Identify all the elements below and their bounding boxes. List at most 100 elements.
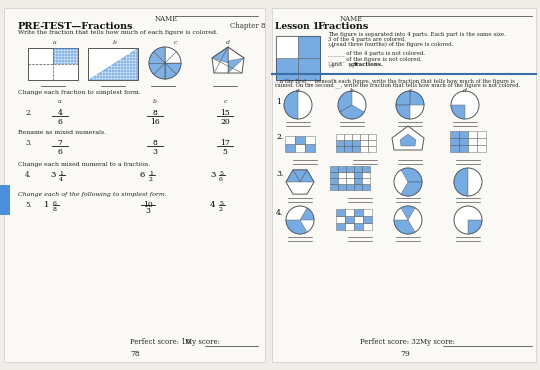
- Text: a: a: [58, 99, 62, 104]
- Bar: [0, 185, 10, 215]
- Text: a: a: [296, 88, 300, 93]
- Bar: [354, 178, 362, 184]
- Bar: [28, 48, 78, 80]
- Bar: [285, 144, 295, 152]
- Wedge shape: [286, 220, 307, 234]
- Bar: [346, 184, 354, 190]
- Text: d: d: [463, 88, 467, 93]
- Bar: [336, 146, 344, 152]
- Wedge shape: [340, 105, 364, 119]
- Text: 2: 2: [149, 177, 153, 182]
- Text: Change each mixed numeral to a fraction.: Change each mixed numeral to a fraction.: [18, 162, 150, 167]
- Text: 7: 7: [58, 139, 63, 147]
- Wedge shape: [396, 91, 410, 105]
- Text: 6: 6: [58, 148, 63, 156]
- Text: 6: 6: [140, 171, 145, 179]
- Wedge shape: [338, 91, 352, 112]
- Text: 4: 4: [58, 109, 63, 117]
- Text: My score:: My score:: [185, 338, 220, 346]
- Polygon shape: [286, 170, 300, 182]
- Text: 3.: 3.: [25, 139, 32, 147]
- Wedge shape: [165, 63, 181, 79]
- Polygon shape: [88, 48, 138, 80]
- Text: 5.: 5.: [25, 201, 32, 209]
- Text: 16: 16: [150, 118, 160, 126]
- Text: 10: 10: [143, 201, 153, 209]
- Bar: [450, 131, 459, 138]
- Text: Change each fraction to simplest form.: Change each fraction to simplest form.: [18, 90, 141, 95]
- Text: 17: 17: [220, 139, 230, 147]
- Wedge shape: [300, 208, 314, 220]
- Text: My score:: My score:: [420, 338, 455, 346]
- Bar: [336, 216, 345, 223]
- Bar: [468, 131, 477, 138]
- Text: 4.: 4.: [25, 171, 32, 179]
- Text: 5: 5: [219, 171, 223, 176]
- Text: rained. On the second __, write the fraction that tells how much of the figure i: rained. On the second __, write the frac…: [275, 82, 520, 88]
- Text: ______ of the figure is not colored.: ______ of the figure is not colored.: [328, 56, 422, 62]
- Bar: [276, 36, 320, 80]
- Bar: [344, 134, 352, 140]
- Bar: [468, 145, 477, 152]
- Bar: [354, 184, 362, 190]
- Text: Fractions: Fractions: [318, 22, 369, 31]
- Text: 3: 3: [145, 207, 151, 215]
- Text: 8: 8: [153, 109, 158, 117]
- Text: Chapter 8: Chapter 8: [230, 22, 266, 30]
- Text: 78: 78: [130, 350, 140, 358]
- Circle shape: [451, 91, 479, 119]
- Bar: [285, 136, 295, 144]
- Bar: [346, 166, 354, 172]
- FancyBboxPatch shape: [272, 8, 536, 362]
- Text: (read three fourths) of the figure is colored.: (read three fourths) of the figure is co…: [328, 42, 454, 47]
- Circle shape: [338, 91, 366, 119]
- Bar: [354, 216, 363, 223]
- Text: b: b: [350, 88, 354, 93]
- Wedge shape: [401, 168, 422, 182]
- Wedge shape: [410, 91, 424, 105]
- Wedge shape: [396, 105, 410, 119]
- Bar: [88, 48, 138, 80]
- Circle shape: [394, 206, 422, 234]
- Text: fractions.: fractions.: [354, 62, 384, 67]
- Text: 2: 2: [219, 207, 223, 212]
- Bar: [305, 144, 315, 152]
- Bar: [53, 48, 78, 64]
- Bar: [477, 131, 486, 138]
- Text: 2.: 2.: [25, 109, 32, 117]
- Bar: [330, 172, 338, 178]
- Text: Rename as mixed numerals.: Rename as mixed numerals.: [18, 130, 106, 135]
- Bar: [362, 184, 370, 190]
- Bar: [344, 140, 352, 146]
- Circle shape: [286, 206, 314, 234]
- Bar: [368, 140, 376, 146]
- Bar: [336, 223, 345, 230]
- Bar: [468, 138, 477, 145]
- Text: 3: 3: [152, 148, 158, 156]
- Text: 5: 5: [222, 148, 227, 156]
- Text: The figure is separated into 4 parts. Each part is the same size.: The figure is separated into 4 parts. Ea…: [328, 32, 506, 37]
- Bar: [368, 134, 376, 140]
- Bar: [295, 136, 305, 144]
- Polygon shape: [293, 170, 307, 182]
- Text: ______ of the 4 parts is not colored.: ______ of the 4 parts is not colored.: [328, 50, 425, 56]
- Bar: [338, 172, 346, 178]
- Bar: [450, 145, 459, 152]
- Text: 6: 6: [53, 201, 57, 206]
- Text: Change each of the following to simplest form.: Change each of the following to simplest…: [18, 192, 167, 197]
- Wedge shape: [468, 220, 482, 234]
- Bar: [336, 209, 345, 216]
- Text: 6: 6: [58, 118, 63, 126]
- Bar: [276, 58, 298, 80]
- Circle shape: [454, 168, 482, 196]
- Bar: [336, 134, 344, 140]
- Text: 1: 1: [276, 98, 281, 106]
- Circle shape: [396, 91, 424, 119]
- Text: 79: 79: [400, 350, 410, 358]
- Bar: [362, 172, 370, 178]
- Bar: [363, 223, 372, 230]
- Bar: [336, 140, 344, 146]
- Wedge shape: [451, 105, 465, 119]
- Polygon shape: [300, 170, 314, 182]
- Text: ¾: ¾: [328, 44, 334, 49]
